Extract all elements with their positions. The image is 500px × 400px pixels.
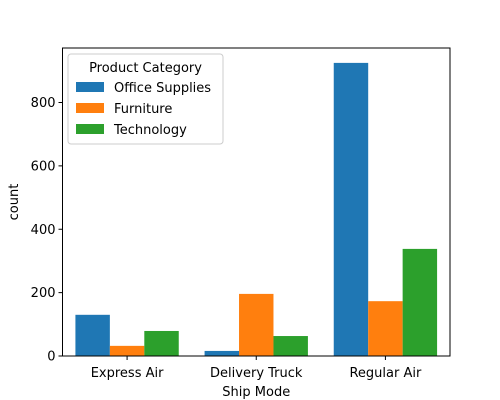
y-tick-label: 200 [31,286,56,301]
legend-box [67,53,224,145]
y-axis-label: count [7,184,22,221]
bar-technology-regular-air [402,248,438,356]
y-axis-ticks: 0 200 400 600 800 [31,96,63,365]
legend-label: Technology [113,123,187,138]
bar-office-supplies-delivery-truck [204,350,240,356]
legend-swatch [76,82,104,92]
y-tick-label: 600 [31,159,56,174]
legend-items: Office Supplies Furniture Technology [76,81,211,138]
bar-technology-delivery-truck [273,336,308,356]
legend-swatch [76,124,104,134]
x-tick-label: Delivery Truck [210,366,303,381]
bar-furniture-express-air [109,345,145,356]
legend-label: Furniture [114,102,172,117]
y-tick-label: 0 [47,350,55,365]
legend: Product Category Office Supplies Furnitur… [67,53,224,145]
x-tick-label: Regular Air [349,366,421,381]
bar-furniture-delivery-truck [239,293,274,356]
bars-group [75,62,438,356]
y-tick-label: 800 [31,96,56,111]
x-tick-label: Express Air [91,366,164,381]
bar-furniture-regular-air [368,301,403,356]
legend-label: Office Supplies [114,81,211,96]
legend-swatch [76,103,104,113]
y-tick-label: 400 [31,223,56,238]
bar-office-supplies-regular-air [333,62,369,356]
bar-office-supplies-express-air [75,314,110,356]
bar-technology-express-air [144,330,179,356]
legend-title: Product Category [89,61,202,76]
x-axis-label: Ship Mode [222,385,290,400]
x-axis-ticks: Express Air Delivery Truck Regular Air [91,356,422,381]
